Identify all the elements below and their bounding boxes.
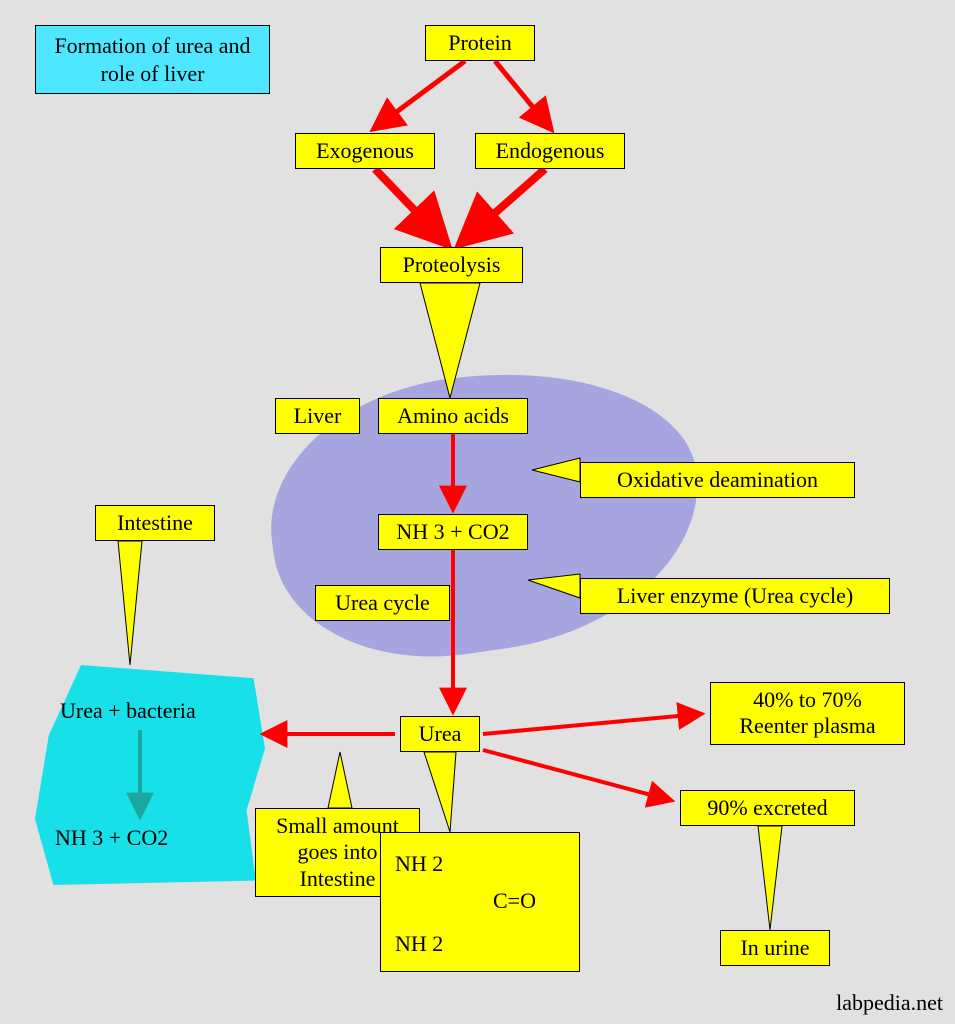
node-amino: Amino acids	[378, 398, 528, 434]
diagram-canvas: Formation of urea androle of liver Prote…	[0, 0, 955, 1024]
intestine-line2: NH 3 + CO2	[55, 825, 168, 851]
urea-structure-box: NH 2 C=O NH 2	[380, 832, 580, 972]
watermark: labpedia.net	[836, 990, 943, 1016]
liver-shape	[253, 346, 717, 678]
chem-nh2-bottom: NH 2	[395, 931, 443, 957]
node-ureacycle: Urea cycle	[315, 585, 450, 621]
callout-liverenz: Liver enzyme (Urea cycle)	[580, 578, 890, 614]
callout-oxdeam: Oxidative deamination	[580, 462, 855, 498]
title-text: Formation of urea androle of liver	[54, 33, 250, 86]
node-liver_lbl: Liver	[275, 398, 360, 434]
node-proteolysis: Proteolysis	[380, 247, 523, 283]
node-nh3co2: NH 3 + CO2	[378, 514, 528, 550]
node-exogenous: Exogenous	[295, 133, 435, 169]
chem-co: C=O	[493, 888, 536, 914]
callout-intestine: Intestine	[95, 505, 215, 541]
diagram-title: Formation of urea androle of liver	[35, 25, 270, 94]
node-inurine: In urine	[720, 930, 830, 966]
node-protein: Protein	[425, 25, 535, 61]
node-urea: Urea	[400, 716, 480, 752]
node-endogenous: Endogenous	[475, 133, 625, 169]
callout-excreted: 90% excreted	[680, 790, 855, 826]
node-reenter: 40% to 70%Reenter plasma	[710, 682, 905, 745]
intestine-line1: Urea + bacteria	[60, 698, 196, 724]
chem-nh2-top: NH 2	[395, 851, 443, 877]
